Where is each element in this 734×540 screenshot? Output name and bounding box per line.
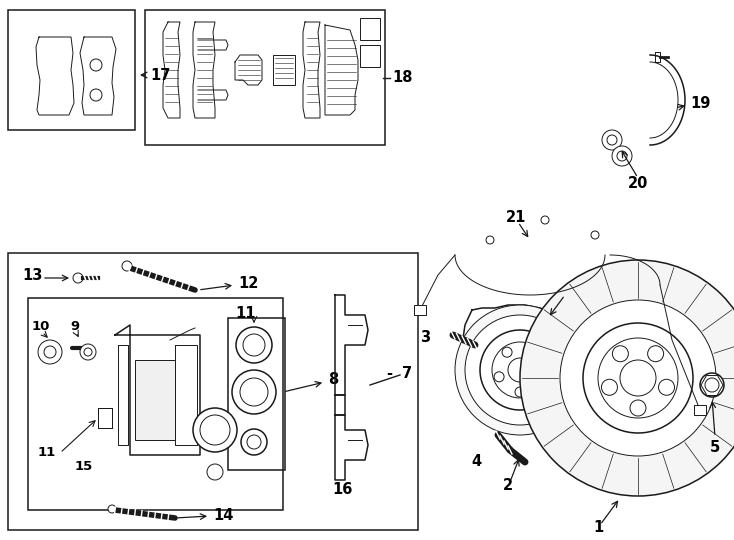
Circle shape [90,89,102,101]
Circle shape [44,346,56,358]
Circle shape [80,344,96,360]
Circle shape [630,400,646,416]
Circle shape [193,408,237,452]
Bar [360,18,380,40]
Text: 6: 6 [568,285,578,300]
Bar [145,10,385,145]
Circle shape [38,340,62,364]
Circle shape [508,358,532,382]
Text: 19: 19 [690,96,711,111]
Circle shape [122,261,132,271]
Polygon shape [335,415,368,480]
Text: 2: 2 [503,477,513,492]
Text: 1: 1 [593,521,603,536]
Circle shape [647,346,664,362]
Circle shape [455,305,585,435]
Text: 7: 7 [402,366,412,381]
Circle shape [90,59,102,71]
Circle shape [243,334,265,356]
Circle shape [232,370,276,414]
Bar [694,405,706,415]
Bar [98,408,112,428]
Circle shape [240,378,268,406]
Circle shape [536,372,546,382]
Text: 11: 11 [236,306,256,321]
Circle shape [515,387,525,397]
Circle shape [541,216,549,224]
Text: 5: 5 [710,441,720,456]
Polygon shape [163,22,180,118]
Circle shape [591,231,599,239]
Circle shape [612,146,632,166]
Circle shape [247,435,261,449]
Circle shape [658,379,675,395]
Text: 11: 11 [38,447,57,460]
Polygon shape [462,305,575,402]
Polygon shape [335,295,368,395]
Text: 8: 8 [328,373,338,388]
Circle shape [602,130,622,150]
Bar [414,305,426,315]
Text: 13: 13 [22,267,43,282]
Circle shape [465,315,575,425]
Circle shape [617,151,627,161]
Bar [135,360,175,440]
Text: 14: 14 [213,508,233,523]
Polygon shape [335,395,345,415]
Circle shape [705,378,719,392]
Circle shape [480,330,560,410]
Circle shape [601,379,617,395]
Circle shape [700,373,724,397]
Circle shape [200,415,230,445]
Circle shape [241,429,267,455]
Text: 20: 20 [628,176,648,191]
Circle shape [612,346,628,362]
Text: 12: 12 [238,275,258,291]
Polygon shape [193,22,215,118]
Bar [360,45,380,67]
Text: 3: 3 [420,330,430,346]
Text: 9: 9 [70,321,79,334]
Polygon shape [115,325,200,455]
Text: 10: 10 [32,321,51,334]
Bar [273,55,295,85]
Bar [28,298,283,510]
Circle shape [73,273,83,283]
Bar [8,10,135,130]
Circle shape [207,464,223,480]
Text: 21: 21 [506,211,526,226]
Circle shape [236,327,272,363]
Circle shape [528,347,538,357]
Circle shape [494,372,504,382]
Circle shape [598,338,678,418]
Circle shape [620,360,656,396]
Text: -: - [387,366,398,381]
Circle shape [502,347,512,357]
Polygon shape [235,55,262,85]
Circle shape [583,323,693,433]
Circle shape [486,236,494,244]
Circle shape [84,348,92,356]
Text: 15: 15 [75,460,93,472]
Circle shape [607,135,617,145]
Text: 4: 4 [472,455,482,469]
Circle shape [520,260,734,496]
Circle shape [108,505,116,513]
Polygon shape [325,25,358,115]
Text: 17: 17 [150,68,170,83]
Text: 16: 16 [333,483,353,497]
Circle shape [560,300,716,456]
Bar [228,318,285,470]
Bar [8,253,418,530]
Polygon shape [303,22,320,118]
Text: 18: 18 [392,71,413,85]
Circle shape [492,342,548,398]
